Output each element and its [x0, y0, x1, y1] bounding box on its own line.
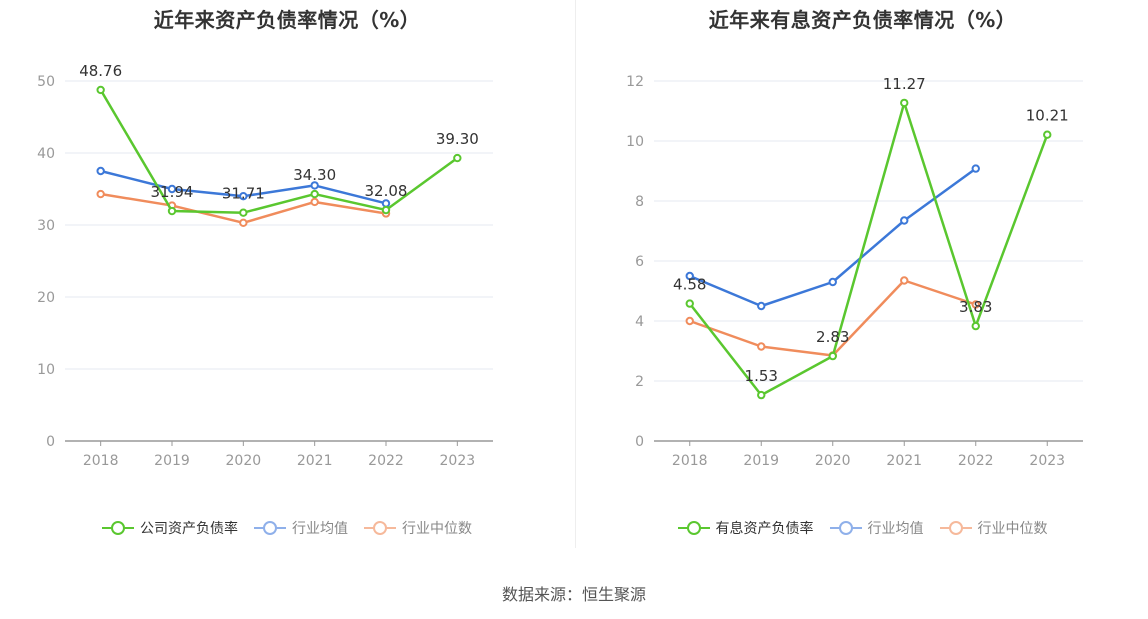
x-tick-label: 2022 — [958, 453, 994, 469]
data-point-mean — [167, 184, 177, 194]
debt-ratio-chart: 0 10 20 30 40 50 2018 2019 2020 2021 2022 2023 48.76… — [37, 62, 493, 469]
y-tick-label: 10 — [37, 362, 55, 378]
data-point-mean — [685, 271, 694, 281]
data-label: 31.71 — [222, 185, 265, 203]
y-tick-label: 0 — [635, 434, 644, 450]
x-tick-label: 2021 — [297, 453, 333, 469]
data-point-mean — [828, 277, 837, 287]
legend-line-icon — [102, 520, 134, 536]
data-point-mean — [900, 216, 909, 225]
y-tick-label: 12 — [626, 74, 644, 90]
x-tick-label: 2021 — [886, 453, 922, 469]
data-source: 数据来源：恒生聚源 — [501, 585, 646, 604]
x-tick-label: 2018 — [672, 453, 708, 469]
y-tick-label: 50 — [37, 74, 55, 90]
chart-title: 近年来有息资产负债率情况（%） — [708, 8, 1017, 32]
data-point-mean — [971, 164, 980, 173]
data-point-median — [685, 316, 694, 326]
data-point-median — [310, 197, 319, 207]
data-point-median — [239, 218, 248, 228]
data-label: 2.83 — [816, 328, 849, 346]
legend: 公司资产负债率 行业均值 行业中位数 — [0, 518, 574, 538]
data-point-company — [1043, 130, 1052, 139]
x-tick-label: 2020 — [815, 453, 851, 469]
legend-label: 行业中位数 — [977, 521, 1048, 537]
data-point-company — [167, 206, 177, 216]
data-label: 48.76 — [79, 62, 122, 80]
panel-divider — [575, 0, 576, 548]
data-point-median — [757, 342, 766, 351]
legend-item-median[interactable]: 行业中位数 — [939, 518, 1048, 538]
data-label: 3.83 — [959, 298, 992, 316]
data-point-company — [96, 85, 105, 95]
legend-label: 行业均值 — [292, 521, 348, 537]
data-point-mean — [96, 166, 105, 176]
legend-line-icon — [677, 520, 710, 536]
interest-debt-ratio-chart: 0 2 4 6 8 10 12 2018 2019 2020 2021 2022 2023 4.58 1.5… — [626, 74, 1083, 469]
legend-item-mean[interactable]: 行业均值 — [254, 518, 348, 538]
series-line-company — [99, 89, 459, 214]
data-point-mean — [757, 301, 766, 311]
y-tick-label: 4 — [635, 314, 644, 330]
legend: 有息资产负债率 行业均值 行业中位数 — [577, 518, 1148, 538]
y-tick-label: 8 — [635, 194, 644, 210]
data-label: 39.30 — [436, 130, 479, 148]
data-point-median — [96, 189, 105, 199]
y-tick-label: 20 — [37, 290, 55, 306]
legend-item-mean[interactable]: 行业均值 — [829, 518, 924, 538]
x-tick-label: 2018 — [83, 453, 119, 469]
data-label: 1.53 — [745, 367, 778, 385]
x-tick-label: 2020 — [226, 453, 262, 469]
data-label: 32.08 — [365, 182, 408, 200]
data-label: 31.94 — [151, 183, 194, 201]
data-point-company — [900, 98, 909, 108]
data-point-company — [685, 299, 694, 308]
data-point-median — [900, 276, 909, 285]
data-point-mean — [239, 192, 248, 201]
x-tick-label: 2023 — [1029, 453, 1065, 469]
series-line-company — [688, 101, 1049, 397]
data-label: 4.58 — [673, 276, 706, 294]
data-point-company — [239, 208, 248, 217]
y-tick-label: 30 — [37, 218, 55, 234]
y-tick-label: 40 — [37, 146, 55, 162]
chart-title: 近年来资产负债率情况（%） — [153, 8, 421, 32]
y-tick-label: 0 — [46, 434, 55, 450]
legend-label: 行业均值 — [867, 521, 924, 537]
data-point-company — [757, 390, 766, 400]
legend-label: 行业中位数 — [402, 521, 472, 537]
y-tick-label: 2 — [635, 374, 644, 390]
x-tick-label: 2019 — [743, 453, 779, 469]
data-point-mean — [381, 199, 391, 208]
legend-line-icon — [254, 520, 286, 536]
right-chart-panel: 近年来有息资产负债率情况（%） 0 2 4 6 8 10 12 2018 2019 2020 202… — [577, 0, 1148, 560]
data-point-mean — [310, 181, 319, 190]
data-point-company — [828, 351, 837, 361]
y-tick-label: 10 — [626, 134, 644, 150]
legend-line-icon — [829, 520, 862, 536]
legend-item-company[interactable]: 公司资产负债率 — [102, 518, 238, 538]
y-tick-label: 6 — [635, 254, 644, 270]
x-tick-label: 2022 — [368, 453, 404, 469]
legend-item-company[interactable]: 有息资产负债率 — [677, 518, 814, 538]
left-chart-panel: 近年来资产负债率情况（%） 0 10 20 30 40 50 2018 2019 2020 202… — [0, 0, 574, 560]
legend-line-icon — [364, 520, 396, 536]
legend-label: 有息资产负债率 — [715, 521, 814, 537]
legend-item-median[interactable]: 行业中位数 — [364, 518, 472, 538]
legend-line-icon — [939, 520, 972, 536]
data-point-company — [453, 153, 462, 163]
data-point-company — [381, 205, 391, 215]
x-tick-label: 2019 — [154, 453, 190, 469]
data-point-company — [310, 189, 319, 199]
data-label: 11.27 — [883, 75, 926, 93]
data-label: 34.30 — [293, 166, 336, 184]
x-tick-label: 2023 — [440, 453, 476, 469]
legend-label: 公司资产负债率 — [140, 521, 238, 537]
data-label: 10.21 — [1026, 107, 1069, 125]
data-point-company — [971, 321, 980, 331]
data-point-median — [971, 300, 980, 309]
